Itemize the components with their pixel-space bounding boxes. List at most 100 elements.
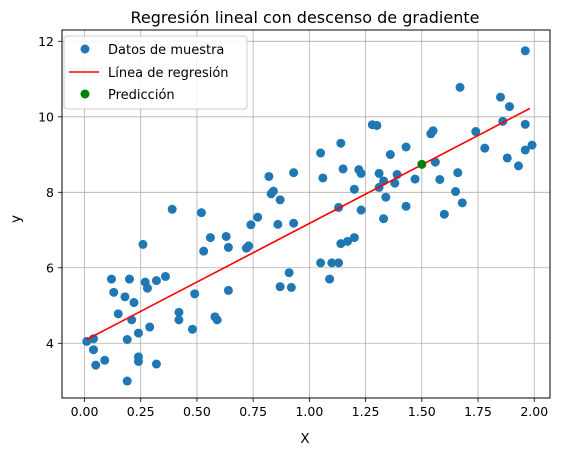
- sample-point: [356, 168, 366, 178]
- sample-point: [318, 173, 328, 183]
- sample-point: [151, 359, 161, 369]
- y-tick-label: 8: [46, 185, 54, 200]
- y-tick-label: 4: [46, 336, 54, 351]
- sample-point: [122, 334, 132, 344]
- sample-point: [133, 356, 143, 366]
- sample-point: [385, 150, 395, 160]
- sample-point: [196, 208, 206, 218]
- plot-frame: [61, 29, 551, 399]
- sample-point: [356, 205, 366, 215]
- legend-marker-sample: [80, 44, 90, 54]
- y-tick-label: 6: [46, 260, 54, 275]
- x-tick-label: 2.00: [520, 404, 548, 419]
- sample-point: [374, 168, 384, 178]
- x-tick-label: 0.00: [71, 404, 99, 419]
- sample-point: [167, 204, 177, 214]
- sample-point: [451, 187, 461, 197]
- sample-point: [160, 271, 170, 281]
- legend: Datos de muestra Línea de regresión Pred…: [63, 35, 248, 110]
- sample-point: [505, 102, 515, 112]
- legend-frame: [63, 35, 248, 110]
- sample-point: [439, 209, 449, 219]
- sample-point: [91, 360, 101, 370]
- sample-point: [174, 315, 184, 325]
- sample-point: [205, 233, 215, 243]
- sample-point: [390, 178, 400, 188]
- sample-point: [401, 142, 411, 152]
- sample-point: [372, 120, 382, 130]
- legend-label-line: Línea de regresión: [108, 66, 229, 81]
- plot-area: [82, 46, 537, 386]
- sample-point: [223, 242, 233, 252]
- sample-point: [289, 218, 299, 228]
- sample-point: [455, 82, 465, 92]
- sample-point: [334, 258, 344, 268]
- sample-point: [100, 355, 110, 365]
- x-axis-label: X: [300, 431, 309, 447]
- sample-point: [133, 328, 143, 338]
- sample-point: [453, 168, 463, 178]
- x-tick-label: 1.75: [464, 404, 492, 419]
- x-tick-label: 0.50: [183, 404, 211, 419]
- x-tick-label: 1.00: [295, 404, 323, 419]
- sample-point: [187, 324, 197, 334]
- sample-point: [410, 174, 420, 184]
- sample-point: [142, 283, 152, 293]
- sample-point: [284, 268, 294, 278]
- x-tick-label: 1.50: [408, 404, 436, 419]
- sample-point: [338, 164, 348, 174]
- x-tick-label: 0.75: [239, 404, 267, 419]
- sample-point: [349, 233, 359, 243]
- sample-point: [244, 241, 254, 251]
- y-tick-label: 10: [38, 109, 54, 124]
- sample-point: [430, 157, 440, 167]
- sample-point: [246, 220, 256, 230]
- sample-point: [316, 258, 326, 268]
- sample-point: [88, 345, 98, 355]
- sample-point: [109, 287, 119, 297]
- sample-point: [480, 143, 490, 153]
- sample-point: [253, 212, 263, 222]
- y-tick-label: 12: [38, 34, 54, 49]
- sample-point: [379, 214, 389, 224]
- sample-point: [286, 282, 296, 292]
- sample-point: [343, 236, 353, 246]
- sample-point: [316, 148, 326, 158]
- regression-line: [86, 107, 531, 341]
- axes: 0.00 0.25 0.50 0.75 1.00 1.25 1.50 1.75 2.00 4 6 8 1…: [38, 34, 548, 419]
- sample-point: [174, 307, 184, 317]
- sample-point: [527, 140, 537, 150]
- sample-point: [520, 145, 530, 155]
- x-tick-label: 1.25: [352, 404, 380, 419]
- sample-point: [268, 186, 278, 196]
- sample-point: [138, 239, 148, 249]
- sample-point: [120, 292, 130, 302]
- y-axis-label: y: [8, 215, 24, 223]
- sample-point: [520, 46, 530, 56]
- sample-point: [145, 322, 155, 332]
- sample-point: [496, 92, 506, 102]
- sample-point: [435, 174, 445, 184]
- x-tick-label: 0.25: [127, 404, 155, 419]
- sample-point: [289, 168, 299, 178]
- sample-point: [221, 231, 231, 241]
- sample-point: [273, 219, 283, 229]
- sample-point: [275, 282, 285, 292]
- sample-point: [106, 274, 116, 284]
- sample-point: [401, 201, 411, 211]
- sample-point: [336, 138, 346, 148]
- sample-point: [190, 289, 200, 299]
- sample-point: [520, 119, 530, 129]
- sample-point: [428, 126, 438, 136]
- sample-point: [275, 195, 285, 205]
- legend-marker-prediction: [80, 89, 90, 99]
- sample-point: [113, 309, 123, 319]
- sample-point: [381, 192, 391, 202]
- sample-point: [124, 274, 134, 284]
- sample-point: [223, 285, 233, 295]
- sample-point: [325, 274, 335, 284]
- legend-label-sample: Datos de muestra: [108, 43, 224, 58]
- sample-point: [199, 246, 209, 256]
- prediction-point: [417, 159, 427, 169]
